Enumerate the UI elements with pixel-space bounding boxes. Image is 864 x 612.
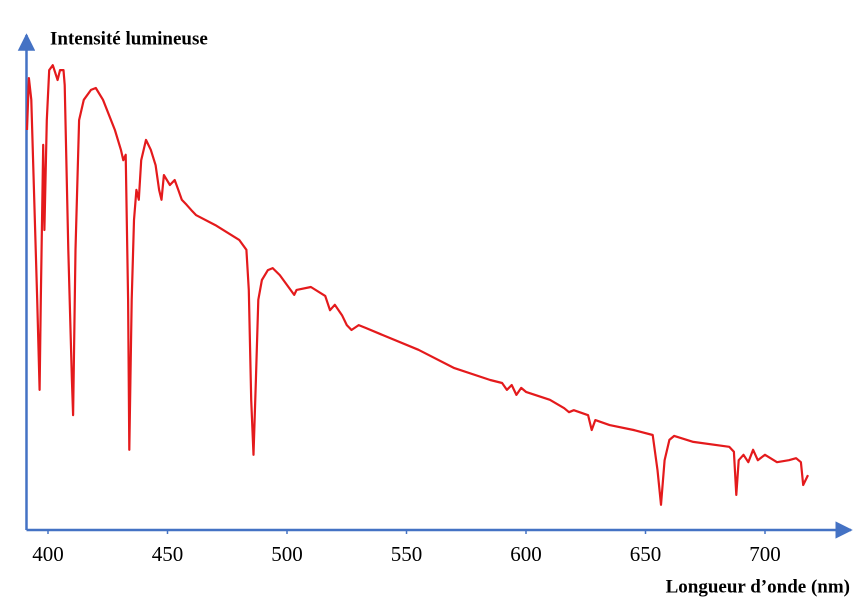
y-axis-title: Intensité lumineuse xyxy=(50,28,208,49)
x-tick-label: 450 xyxy=(152,542,184,566)
x-tick-label: 600 xyxy=(510,542,542,566)
spectrum-line xyxy=(25,64,809,506)
x-tick-label: 650 xyxy=(630,542,662,566)
x-tick-label: 500 xyxy=(271,542,303,566)
x-tick-label: 700 xyxy=(749,542,781,566)
x-tick-label: 550 xyxy=(391,542,423,566)
x-tick-label: 400 xyxy=(32,542,64,566)
x-axis-title: Longueur d’onde (nm) xyxy=(666,576,850,597)
